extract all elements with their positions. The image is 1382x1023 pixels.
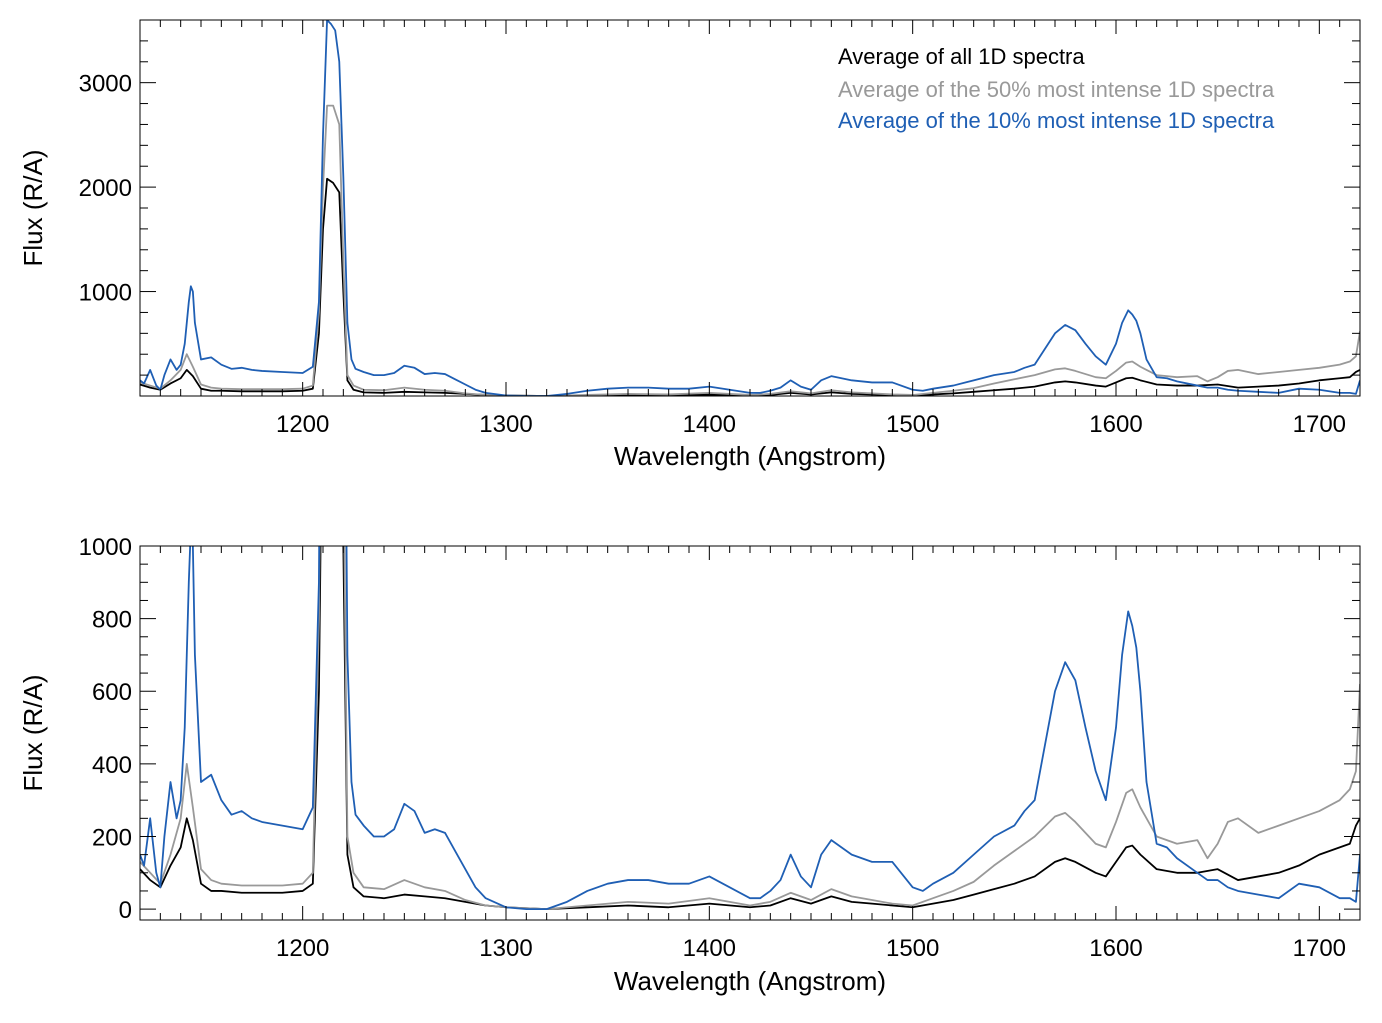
top-y-tick-label: 3000 [79, 71, 132, 98]
top-x-tick-label: 1600 [1089, 411, 1142, 438]
top-series-line-2 [140, 20, 1360, 396]
bottom-series-line-0 [140, 546, 1360, 911]
top-x-tick-labels: 1200 1300 1400 1500 1600 1700 [276, 411, 1346, 438]
bottom-x-tick-label: 1200 [276, 935, 329, 962]
bottom-series-line-1 [140, 546, 1360, 911]
bottom-y-tick-label: 800 [92, 607, 132, 634]
legend-entry-10pct: Average of the 10% most intense 1D spect… [838, 108, 1275, 133]
bottom-series-line-2 [140, 546, 1360, 911]
bottom-x-tick-label: 1700 [1293, 935, 1346, 962]
top-x-axis-label: Wavelength (Angstrom) [614, 441, 886, 471]
top-ticks [139, 19, 1361, 397]
bottom-panel: 1200 1300 1400 1500 1600 1700 0 200 400 600 800 10… [18, 534, 1361, 996]
bottom-y-tick-label: 200 [92, 824, 132, 851]
bottom-x-axis-label: Wavelength (Angstrom) [614, 966, 886, 996]
top-y-axis-label: Flux (R/A) [18, 150, 48, 267]
legend: Average of all 1D spectra Average of the… [838, 44, 1275, 133]
bottom-series-group [140, 546, 1360, 911]
bottom-y-tick-labels: 0 200 400 600 800 1000 [79, 534, 132, 924]
bottom-x-tick-labels: 1200 1300 1400 1500 1600 1700 [276, 935, 1346, 962]
legend-entry-50pct: Average of the 50% most intense 1D spect… [838, 77, 1275, 102]
bottom-x-tick-label: 1300 [479, 935, 532, 962]
bottom-y-tick-label: 1000 [79, 534, 132, 561]
bottom-x-tick-label: 1400 [683, 935, 736, 962]
bottom-y-tick-label: 600 [92, 679, 132, 706]
top-x-tick-label: 1700 [1293, 411, 1346, 438]
bottom-y-axis-label: Flux (R/A) [18, 675, 48, 792]
top-y-tick-label: 1000 [79, 280, 132, 307]
top-panel: 1200 1300 1400 1500 1600 1700 1000 2000 3000 Wa… [18, 19, 1361, 471]
bottom-x-tick-label: 1500 [886, 935, 939, 962]
top-y-tick-label: 2000 [79, 175, 132, 202]
bottom-x-tick-label: 1600 [1089, 935, 1142, 962]
legend-entry-all: Average of all 1D spectra [838, 44, 1085, 69]
top-x-tick-label: 1200 [276, 411, 329, 438]
bottom-y-tick-label: 0 [119, 897, 132, 924]
top-x-tick-label: 1300 [479, 411, 532, 438]
bottom-ticks [139, 545, 1361, 920]
top-x-tick-label: 1400 [683, 411, 736, 438]
top-x-tick-label: 1500 [886, 411, 939, 438]
top-y-tick-labels: 1000 2000 3000 [79, 71, 132, 307]
bottom-y-tick-label: 400 [92, 752, 132, 779]
bottom-plot-frame [139, 545, 1361, 921]
